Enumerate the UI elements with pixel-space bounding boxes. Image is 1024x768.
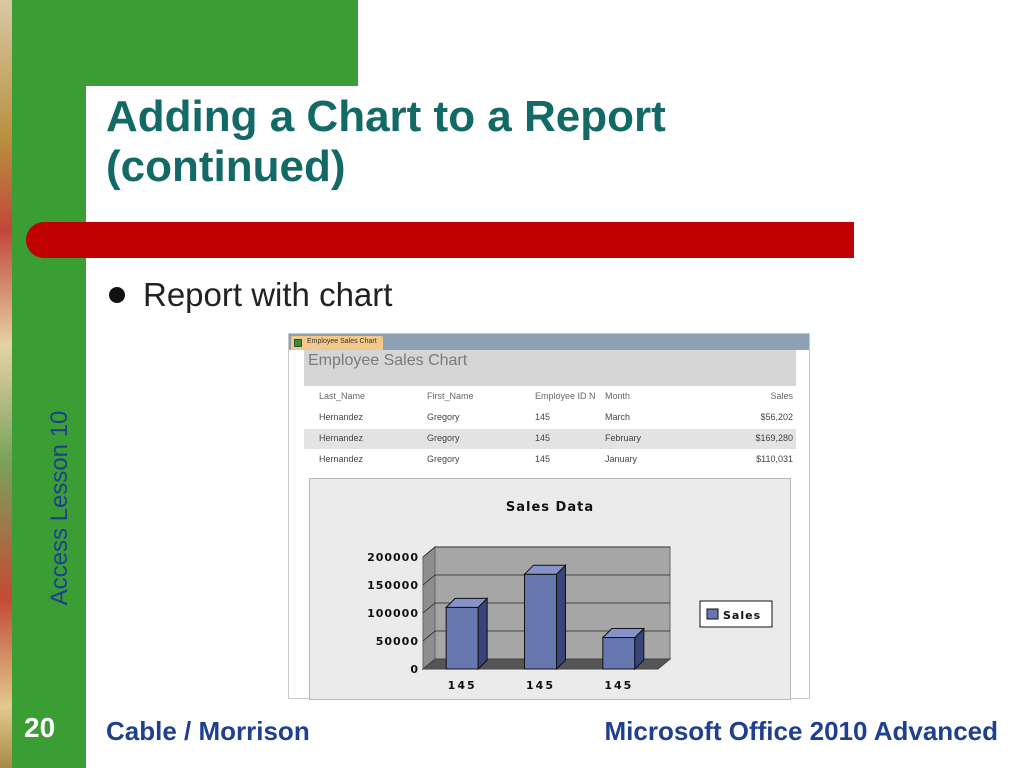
cell-employee-id: 145 [535, 412, 551, 422]
page-number: 20 [24, 712, 56, 743]
cell-first-name: Gregory [427, 433, 460, 443]
cell-sales: $110,031 [756, 454, 793, 464]
cell-month: March [605, 412, 631, 422]
bullet-text: Report with chart [143, 276, 393, 313]
legend-label: Sales [723, 609, 761, 622]
bar [602, 637, 636, 670]
red-divider-bar [26, 222, 854, 258]
bar-top [601, 628, 646, 639]
legend-swatch [706, 608, 719, 620]
bar-side [477, 597, 488, 671]
title-line-1: Adding a Chart to a Report [106, 92, 666, 141]
chart-gridline [422, 574, 436, 586]
green-sidebar: Access Lesson 10 [12, 0, 86, 768]
title-line-2: (continued) [106, 142, 346, 191]
cell-sales: $169,280 [755, 433, 793, 443]
row-highlight [304, 429, 796, 449]
cell-sales: $56,202 [760, 412, 793, 422]
chart-gridline [422, 546, 436, 558]
cell-last-name: Hernandez [319, 433, 364, 443]
y-tick-label: 150000 [367, 579, 419, 592]
sales-chart: Sales Data 200000 150000 100000 50000 0 145 145… [367, 500, 773, 692]
column-header-first-name: First_Name [427, 391, 474, 401]
y-tick-label: 200000 [367, 551, 419, 564]
x-tick-label: 145 [604, 679, 633, 692]
cell-month: February [605, 433, 642, 443]
column-header-sales: Sales [770, 391, 793, 401]
cell-first-name: Gregory [427, 412, 460, 422]
y-tick-label: 50000 [376, 635, 419, 648]
y-tick-label: 0 [410, 663, 419, 676]
bar [445, 606, 479, 670]
chart-gridline [422, 630, 436, 642]
footer-course: Microsoft Office 2010 Advanced [604, 716, 999, 746]
cell-employee-id: 145 [535, 433, 551, 443]
cell-last-name: Hernandez [319, 412, 364, 422]
cell-employee-id: 145 [535, 454, 551, 464]
report-header: Employee Sales Chart [304, 350, 796, 386]
column-header-last-name: Last_Name [319, 391, 366, 401]
decorative-edge-strip [0, 0, 12, 768]
chart-title: Sales Data [506, 500, 594, 515]
report-title: Employee Sales Chart [308, 352, 468, 369]
report-tab[interactable]: Employee Sales Chart [291, 336, 383, 350]
chart-frame: Sales Data 200000 150000 100000 50000 0 145 145… [309, 478, 791, 700]
slide-title: Adding a Chart to a Report (continued) [106, 92, 826, 192]
footer-authors: Cable / Morrison [106, 716, 310, 746]
green-top-block [86, 0, 358, 86]
cell-last-name: Hernandez [319, 454, 364, 464]
chart-gridline [422, 602, 436, 614]
cell-month: January [605, 454, 638, 464]
report-tab-label: Employee Sales Chart [307, 338, 377, 345]
side-label: Access Lesson 10 [46, 410, 73, 606]
x-tick-label: 145 [448, 679, 477, 692]
x-tick-label: 145 [526, 679, 555, 692]
bar-top [444, 597, 489, 608]
cell-first-name: Gregory [427, 454, 460, 464]
report-screenshot: Employee Sales Chart Employee Sales Char… [288, 333, 810, 700]
bar-top [523, 564, 567, 575]
bar-side [556, 563, 566, 671]
column-header-employee-id: Employee ID N [535, 391, 596, 401]
column-header-month: Month [605, 391, 631, 401]
bar [524, 573, 557, 670]
bullet-dot [109, 287, 125, 303]
report-icon [294, 339, 302, 347]
y-tick-label: 100000 [367, 607, 419, 620]
report-tab-bar: Employee Sales Chart [289, 334, 809, 350]
